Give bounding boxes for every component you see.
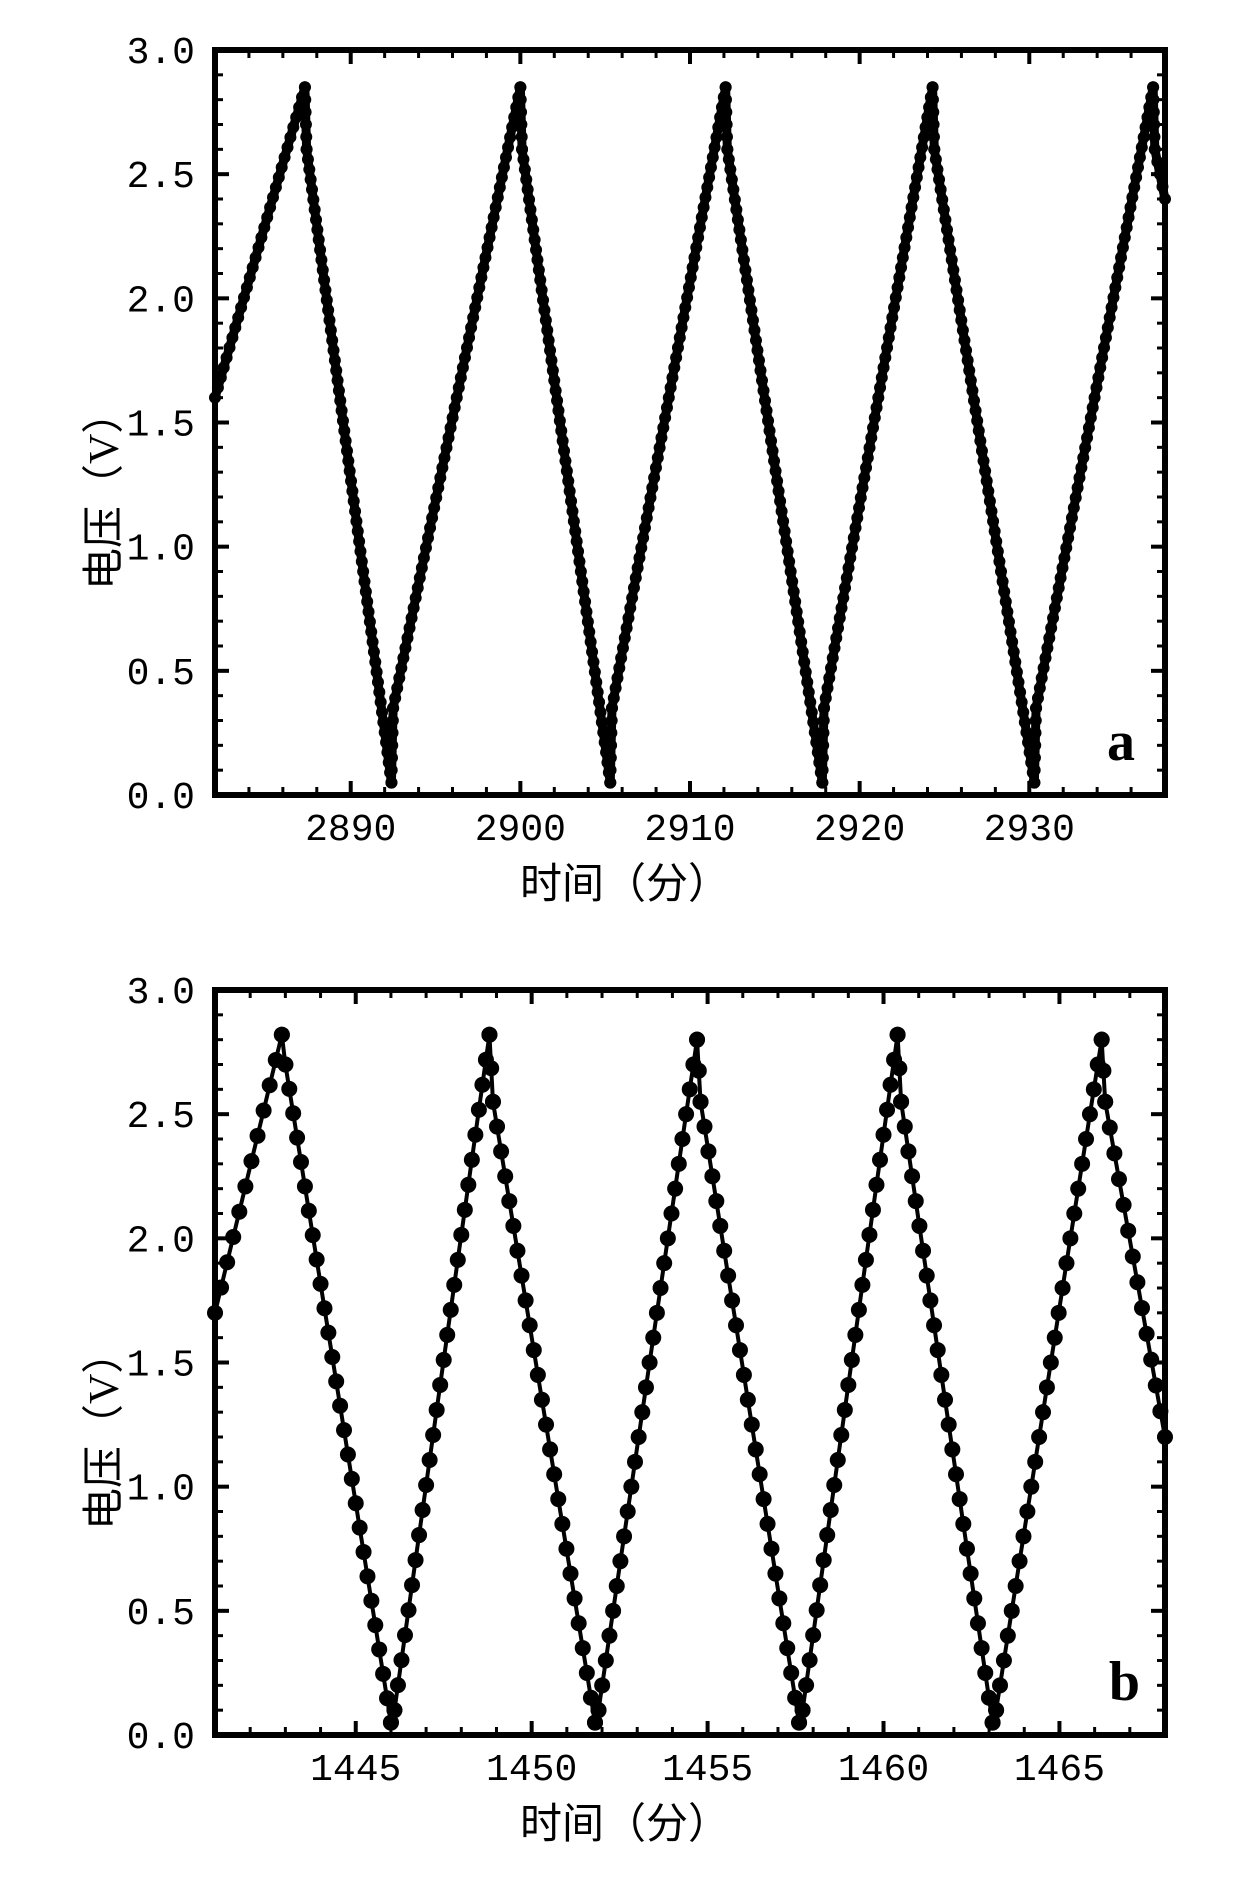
svg-text:2920: 2920 [814,809,905,852]
svg-text:1.5: 1.5 [127,405,195,448]
svg-text:2910: 2910 [644,809,735,852]
svg-text:2.0: 2.0 [127,280,195,323]
panel-a-ylabel: 电压（V） [70,392,131,590]
svg-text:0.5: 0.5 [127,1593,195,1636]
svg-text:1450: 1450 [486,1749,577,1792]
svg-text:0.0: 0.0 [127,777,195,820]
chart-a-svg: 0.0 0.5 1.0 1.5 2.0 2.5 3.0 2890 2900 2910 2920 293… [60,30,1190,920]
chart-b-svg: 0.0 0.5 1.0 1.5 2.0 2.5 3.0 1445 1450 1455 1460 146… [60,970,1190,1860]
panel-a: 0.0 0.5 1.0 1.5 2.0 2.5 3.0 2890 2900 2910 2920 293… [60,30,1190,920]
svg-text:3.0: 3.0 [127,972,195,1015]
panel-b-letter: b [1109,1650,1140,1714]
svg-text:1.0: 1.0 [127,1469,195,1512]
svg-text:1465: 1465 [1014,1749,1105,1792]
svg-text:0.0: 0.0 [127,1717,195,1760]
svg-text:2.0: 2.0 [127,1220,195,1263]
svg-text:1460: 1460 [838,1749,929,1792]
panel-b-xlabel: 时间（分） [520,1790,730,1851]
panel-a-letter: a [1107,710,1135,774]
panel-a-xlabel: 时间（分） [520,850,730,911]
svg-text:2.5: 2.5 [127,1096,195,1139]
svg-text:2890: 2890 [305,809,396,852]
svg-text:1455: 1455 [662,1749,753,1792]
svg-text:1445: 1445 [310,1749,401,1792]
svg-text:0.5: 0.5 [127,653,195,696]
svg-text:3.0: 3.0 [127,32,195,75]
svg-text:2930: 2930 [984,809,1075,852]
panel-b-ylabel: 电压（V） [70,1332,131,1530]
svg-text:2.5: 2.5 [127,156,195,199]
page: 0.0 0.5 1.0 1.5 2.0 2.5 3.0 2890 2900 2910 2920 293… [0,0,1253,1897]
svg-text:1.5: 1.5 [127,1345,195,1388]
panel-b: 0.0 0.5 1.0 1.5 2.0 2.5 3.0 1445 1450 1455 1460 146… [60,970,1190,1860]
svg-text:2900: 2900 [475,809,566,852]
svg-text:1.0: 1.0 [127,529,195,572]
